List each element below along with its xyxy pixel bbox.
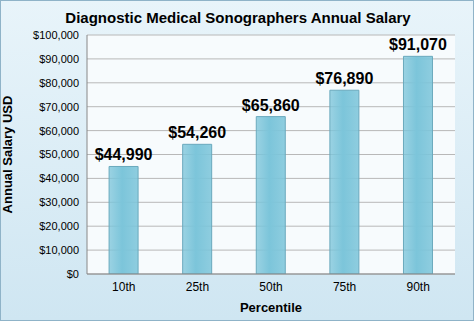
svg-text:50th: 50th (259, 280, 282, 294)
svg-text:$50,000: $50,000 (39, 148, 79, 160)
svg-text:$90,000: $90,000 (39, 53, 79, 65)
svg-text:$10,000: $10,000 (39, 244, 79, 256)
svg-text:$20,000: $20,000 (39, 220, 79, 232)
svg-text:$76,890: $76,890 (315, 70, 373, 87)
svg-text:$40,000: $40,000 (39, 172, 79, 184)
svg-text:$0: $0 (67, 268, 79, 280)
html-text:Diagnostic Medical Sonographer: Diagnostic Medical Sonographers Annual S… (65, 9, 411, 26)
svg-text:$60,000: $60,000 (39, 125, 79, 137)
svg-text:$91,070: $91,070 (389, 36, 447, 53)
svg-text:75th: 75th (333, 280, 356, 294)
svg-text:$30,000: $30,000 (39, 196, 79, 208)
svg-text:Percentile: Percentile (240, 300, 302, 315)
svg-text:Annual Salary USD: Annual Salary USD (8, 96, 15, 214)
svg-text:10th: 10th (112, 280, 135, 294)
svg-text:90th: 90th (407, 280, 430, 294)
svg-text:$54,260: $54,260 (168, 124, 226, 141)
svg-text:$44,990: $44,990 (95, 146, 153, 163)
svg-text:$70,000: $70,000 (39, 101, 79, 113)
svg-text:$65,860: $65,860 (242, 97, 300, 114)
svg-text:$80,000: $80,000 (39, 77, 79, 89)
svg-text:25th: 25th (186, 280, 209, 294)
svg-text:$100,000: $100,000 (33, 29, 79, 41)
